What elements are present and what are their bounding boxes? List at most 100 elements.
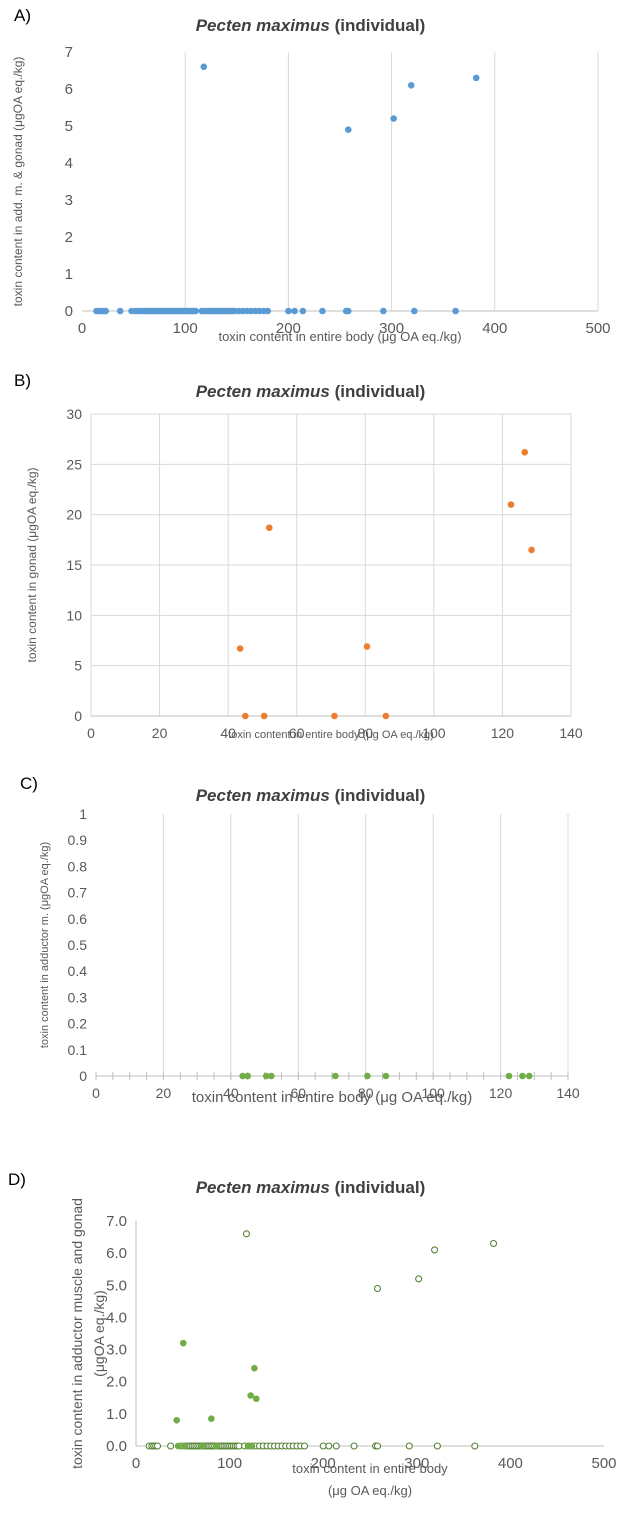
data-point [242,1230,250,1238]
data-point [167,1442,175,1450]
scatter-chart-d: 0 100 200 300 400 500 0.0 1.0 2.0 3.0 4.0 5.0 6.0 7.0… [69,1198,617,1498]
x-tick-label: 80 [357,725,373,741]
y-tick-label: 7 [65,44,73,61]
y-tick-label: 0.0 [106,1438,127,1455]
y-axis-label: toxin content in add. m. & gonad (μgOA e… [11,57,25,307]
y-tick-label: 7.0 [106,1213,127,1230]
panel-d: D) Pecten maximus (individual) 0 100 200 30… [0,1170,621,1532]
y-tick-label: 6.0 [106,1245,127,1262]
x-axis-label: toxin content in entire body [292,1461,448,1476]
data-point [505,1072,513,1080]
y-tick-label: 0 [74,708,82,724]
data-point [179,1339,187,1347]
data-point [390,115,397,122]
y-tick-label: 5 [65,118,73,135]
x-tick-label: 100 [217,1455,242,1472]
x-tick-label: 100 [422,725,446,741]
y-tick-label: 1 [79,806,87,822]
x-tick-label: 40 [220,725,236,741]
x-axis-label: (μg OA eq./kg) [328,1483,412,1498]
data-point [344,126,352,133]
data-point [208,1415,215,1422]
x-tick-label: 0 [87,725,95,741]
y-tick-label: 5.0 [106,1277,127,1294]
x-tick-label: 120 [491,725,515,741]
y-tick-label: 0.1 [68,1042,88,1058]
chart-title: Pecten maximus (individual) [0,16,621,36]
y-tick-label: 5 [74,658,82,674]
data-point [519,1072,526,1080]
y-tick-label: 6 [65,81,73,98]
chart-title-suffix: (individual) [329,16,426,35]
x-axis-label: toxin content in entire body (μg OA eq./… [228,729,434,741]
y-tick-label: 0.7 [68,885,88,901]
data-point [415,1275,423,1283]
y-tick-label: 3.0 [106,1342,127,1359]
y-tick-label: 0.6 [68,911,88,927]
data-point [373,1442,382,1450]
chart-title: Pecten maximus (individual) [0,1178,621,1198]
data-point [332,1442,340,1450]
x-axis-label: toxin content in entire body (μg OA eq./… [218,329,461,344]
data-point [299,307,307,315]
chart-title-species: Pecten maximus [195,1178,330,1197]
data-point [213,1442,220,1450]
chart-title-suffix: (individual) [329,1178,426,1197]
y-tick-label: 4.0 [106,1309,127,1326]
data-point [471,1442,479,1450]
x-tick-label: 200 [276,320,301,337]
x-tick-label: 500 [591,1455,616,1472]
y-tick-label: 2.0 [106,1374,127,1391]
x-tick-label: 0 [92,1085,100,1101]
data-point [200,63,208,71]
data-point [528,546,535,554]
y-tick-label: 1.0 [106,1406,127,1423]
data-point [248,1442,256,1450]
data-point [521,448,529,456]
data-point [260,712,268,720]
x-tick-label: 500 [585,320,610,337]
data-point [153,1442,162,1450]
data-point [325,1442,333,1450]
panel-c: C) Pecten maximus (individual) 0 20 40 60 80… [0,770,621,1170]
data-point [364,1072,371,1080]
data-point [300,1442,309,1450]
y-tick-label: 0.4 [68,963,88,979]
x-axis-label: toxin content in entire body (μg OA eq./… [192,1089,472,1106]
panel-label: C) [20,774,38,793]
data-point [472,74,480,82]
y-tick-label: 0.9 [68,832,88,848]
y-tick-label: 1 [65,266,73,283]
data-point [264,307,272,315]
x-tick-label: 60 [289,725,305,741]
chart-title-suffix: (individual) [329,786,426,805]
data-point [331,712,338,720]
x-tick-label: 40 [223,1085,239,1101]
data-point [285,307,292,315]
x-tick-label: 400 [482,320,507,337]
y-tick-label: 15 [66,557,82,573]
data-point [452,307,459,315]
data-point [332,1072,339,1080]
data-point [433,1442,441,1450]
panel-a: A) Pecten maximus (individual) 0 100 200 30… [0,0,621,370]
y-tick-label: 0.2 [68,1016,88,1032]
data-point [344,307,352,315]
panel-b: B) Pecten maximus (individual) 0 20 40 60 80… [0,370,621,770]
data-point [173,1416,181,1424]
data-point [373,1284,382,1293]
scatter-chart-c: 0 20 40 60 80 100 120 140 0 0.1 0.2 0.3 0.4 0.5 0.6 0.7… [39,806,580,1106]
data-point [319,307,326,315]
x-tick-label: 140 [556,1085,580,1101]
y-tick-label: 0 [65,303,73,320]
y-axis-label: toxin content in gonad (μgOA eq./kg) [25,467,39,662]
data-point [350,1442,358,1450]
x-tick-label: 200 [311,1455,336,1472]
y-tick-label: 0.8 [68,858,88,874]
y-axis-label: toxin content in adductor muscle and gon… [69,1198,85,1469]
x-tick-label: 20 [152,725,168,741]
data-point [199,1442,206,1450]
x-tick-label: 60 [290,1085,306,1101]
y-tick-label: 2 [65,229,73,246]
data-point [431,1246,439,1254]
